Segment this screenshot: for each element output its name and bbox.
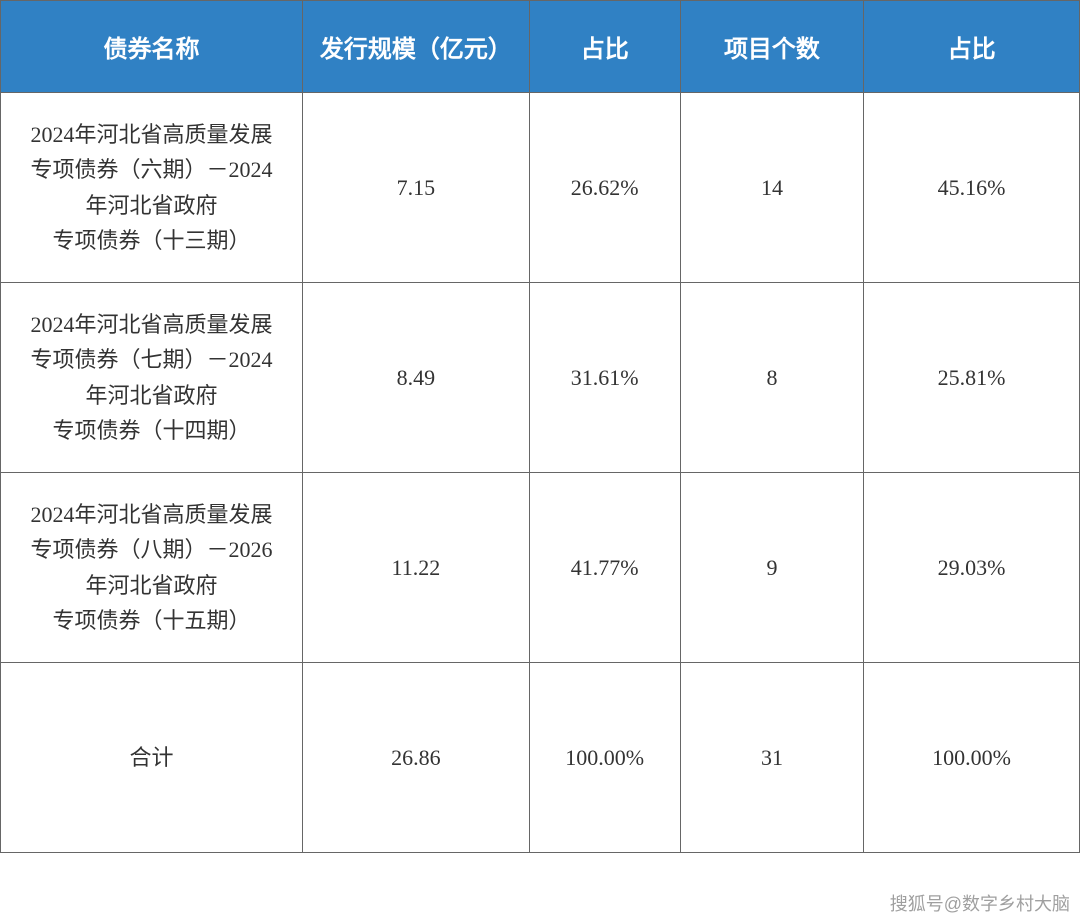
cell-total-label: 合计 [1,663,303,853]
header-count: 项目个数 [680,1,863,93]
cell-count: 9 [680,473,863,663]
cell-count: 14 [680,93,863,283]
cell-bond-name: 2024年河北省高质量发展 专项债券（八期）－2026 年河北省政府 专项债券（… [1,473,303,663]
bond-name-line: 年河北省政府 [86,193,218,218]
bond-name-line: 2024年河北省高质量发展 [31,502,273,527]
cell-ratio1: 41.77% [529,473,680,663]
header-bond-name: 债券名称 [1,1,303,93]
table-header: 债券名称 发行规模（亿元） 占比 项目个数 占比 [1,1,1080,93]
cell-total-scale: 26.86 [303,663,530,853]
bond-name-line: 专项债券（七期）－2024 [31,347,273,372]
bond-name-line: 2024年河北省高质量发展 [31,312,273,337]
cell-scale: 7.15 [303,93,530,283]
table-body: 2024年河北省高质量发展 专项债券（六期）－2024 年河北省政府 专项债券（… [1,93,1080,853]
bond-table: 债券名称 发行规模（亿元） 占比 项目个数 占比 2024年河北省高质量发展 专… [0,0,1080,853]
header-row: 债券名称 发行规模（亿元） 占比 项目个数 占比 [1,1,1080,93]
cell-ratio2: 29.03% [864,473,1080,663]
bond-name-line: 专项债券（十三期） [53,228,251,253]
header-ratio2: 占比 [864,1,1080,93]
cell-scale: 11.22 [303,473,530,663]
header-scale: 发行规模（亿元） [303,1,530,93]
bond-name-line: 专项债券（十五期） [53,608,251,633]
cell-ratio2: 45.16% [864,93,1080,283]
bond-name-line: 专项债券（六期）－2024 [31,157,273,182]
header-ratio1: 占比 [529,1,680,93]
watermark-text: 搜狐号@数字乡村大脑 [890,890,1070,916]
bond-name-line: 年河北省政府 [86,383,218,408]
cell-ratio2: 25.81% [864,283,1080,473]
cell-ratio1: 31.61% [529,283,680,473]
cell-scale: 8.49 [303,283,530,473]
bond-name-line: 年河北省政府 [86,573,218,598]
cell-total-count: 31 [680,663,863,853]
table-row: 2024年河北省高质量发展 专项债券（八期）－2026 年河北省政府 专项债券（… [1,473,1080,663]
table-total-row: 合计 26.86 100.00% 31 100.00% [1,663,1080,853]
cell-bond-name: 2024年河北省高质量发展 专项债券（七期）－2024 年河北省政府 专项债券（… [1,283,303,473]
cell-ratio1: 26.62% [529,93,680,283]
cell-total-ratio1: 100.00% [529,663,680,853]
bond-name-line: 专项债券（十四期） [53,418,251,443]
cell-count: 8 [680,283,863,473]
bond-table-container: 债券名称 发行规模（亿元） 占比 项目个数 占比 2024年河北省高质量发展 专… [0,0,1080,853]
table-row: 2024年河北省高质量发展 专项债券（六期）－2024 年河北省政府 专项债券（… [1,93,1080,283]
bond-name-line: 专项债券（八期）－2026 [31,537,273,562]
table-row: 2024年河北省高质量发展 专项债券（七期）－2024 年河北省政府 专项债券（… [1,283,1080,473]
cell-total-ratio2: 100.00% [864,663,1080,853]
cell-bond-name: 2024年河北省高质量发展 专项债券（六期）－2024 年河北省政府 专项债券（… [1,93,303,283]
bond-name-line: 2024年河北省高质量发展 [31,122,273,147]
